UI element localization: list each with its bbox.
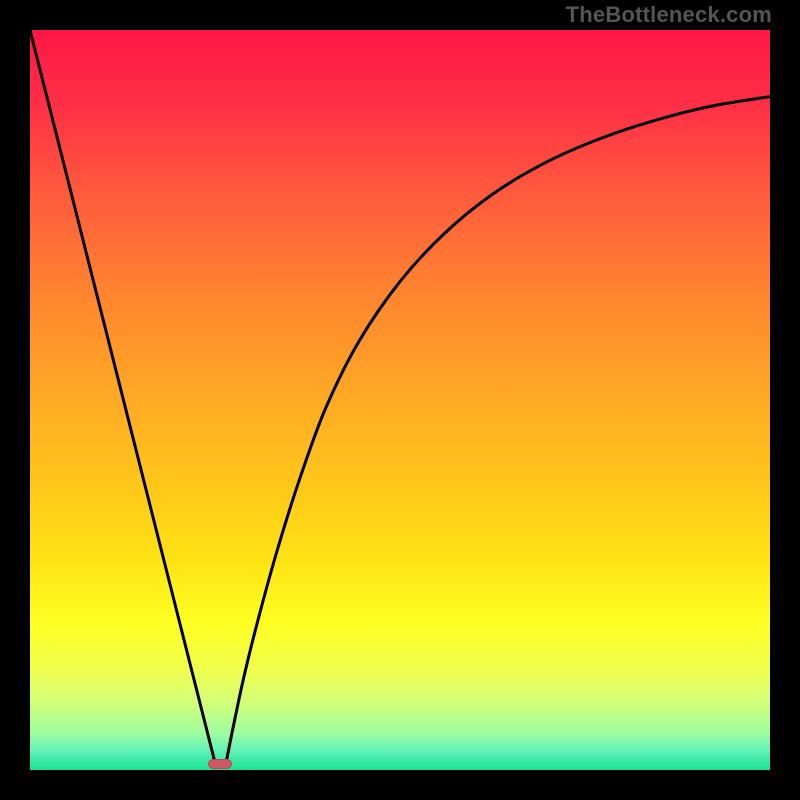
plot-area	[30, 30, 770, 770]
chart-frame: TheBottleneck.com	[0, 0, 800, 800]
optimum-marker	[208, 759, 232, 769]
watermark-text: TheBottleneck.com	[566, 2, 772, 28]
bottleneck-curve	[30, 30, 770, 770]
